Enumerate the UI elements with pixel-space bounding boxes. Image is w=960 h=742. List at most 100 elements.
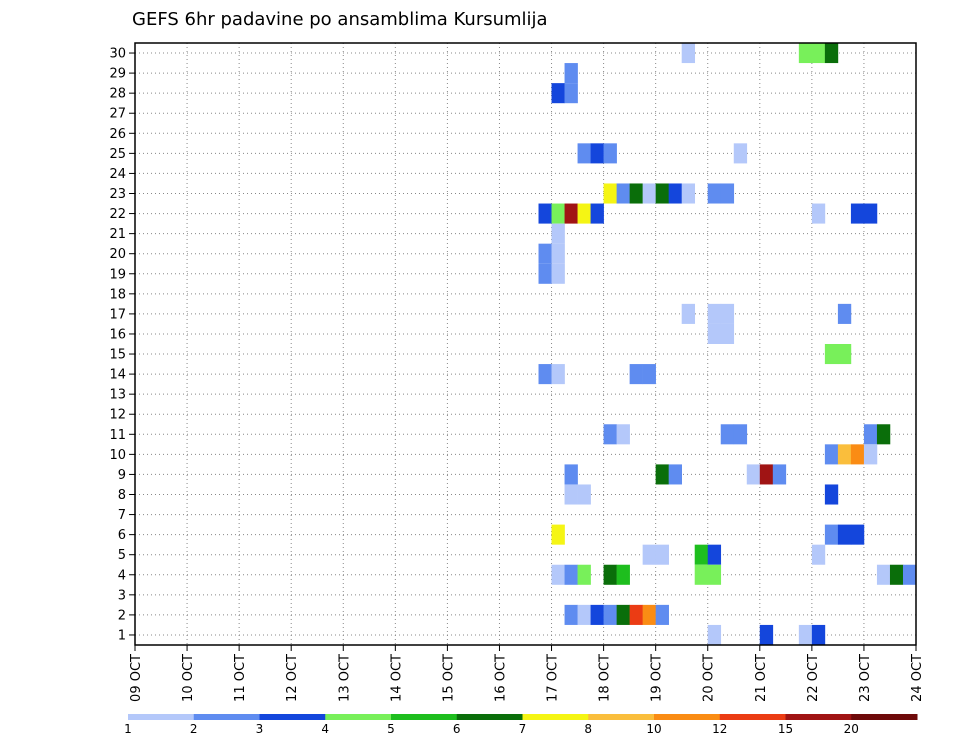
precip-cell bbox=[642, 364, 656, 385]
precip-cell bbox=[590, 143, 604, 164]
precip-cell bbox=[668, 183, 682, 204]
precip-cell bbox=[850, 203, 865, 224]
precip-cell bbox=[629, 183, 643, 204]
legend-label: 1 bbox=[124, 722, 132, 736]
precip-cell bbox=[720, 183, 735, 204]
legend-swatch bbox=[193, 714, 260, 720]
precip-cell bbox=[551, 223, 565, 244]
precip-cell bbox=[603, 183, 617, 204]
y-tick-label: 23 bbox=[109, 187, 126, 202]
plot-frame bbox=[134, 42, 917, 646]
precip-cell bbox=[876, 564, 891, 585]
y-tick-label: 3 bbox=[118, 588, 126, 603]
y-tick-label: 12 bbox=[109, 408, 126, 423]
precip-cell bbox=[902, 564, 917, 585]
y-tick-label: 2 bbox=[118, 608, 126, 623]
y-tick-label: 14 bbox=[109, 368, 126, 383]
y-tick-label: 30 bbox=[109, 47, 126, 62]
precip-cell bbox=[798, 624, 813, 645]
x-tick-label: 14 OCT bbox=[389, 654, 404, 702]
precip-cell bbox=[577, 143, 591, 164]
x-tick-label: 20 OCT bbox=[702, 654, 717, 702]
x-tick-label: 09 OCT bbox=[129, 654, 144, 702]
x-tick-label: 19 OCT bbox=[650, 654, 665, 702]
grid-lines bbox=[134, 43, 917, 645]
legend-swatch bbox=[259, 714, 326, 720]
y-tick-label: 29 bbox=[109, 67, 126, 82]
precip-cell bbox=[707, 303, 722, 324]
precip-cell bbox=[863, 424, 878, 445]
y-tick-label: 19 bbox=[109, 267, 126, 282]
x-tick-label: 17 OCT bbox=[546, 654, 561, 702]
x-tick-label: 24 OCT bbox=[910, 654, 925, 702]
precip-cell bbox=[603, 424, 617, 445]
y-tick-label: 7 bbox=[118, 508, 126, 523]
precip-cell bbox=[824, 344, 839, 365]
precip-cell bbox=[603, 604, 617, 625]
x-tick-label: 16 OCT bbox=[493, 654, 508, 702]
x-tick-label: 23 OCT bbox=[858, 654, 873, 702]
precip-cell bbox=[759, 624, 774, 645]
precip-cell bbox=[863, 203, 878, 224]
legend-swatch bbox=[325, 714, 392, 720]
legend-swatch bbox=[522, 714, 589, 720]
precip-cell bbox=[616, 564, 630, 585]
precip-cell bbox=[577, 484, 591, 505]
y-tick-label: 5 bbox=[118, 548, 126, 563]
legend-swatch bbox=[785, 714, 852, 720]
precip-cell bbox=[551, 564, 565, 585]
precip-cell bbox=[655, 604, 669, 625]
precip-cell bbox=[759, 464, 774, 485]
y-tick-label: 26 bbox=[109, 127, 126, 142]
legend-swatch bbox=[654, 714, 721, 720]
precip-cell bbox=[564, 464, 578, 485]
precip-cell bbox=[564, 604, 578, 625]
y-tick-label: 10 bbox=[109, 448, 126, 463]
x-tick-label: 12 OCT bbox=[285, 654, 300, 702]
precip-cell bbox=[772, 464, 787, 485]
precip-cell bbox=[707, 323, 722, 344]
precip-cell bbox=[629, 364, 643, 385]
precip-cell bbox=[720, 303, 735, 324]
precip-cell bbox=[746, 464, 761, 485]
y-tick-label: 17 bbox=[109, 307, 126, 322]
x-tick-label: 10 OCT bbox=[181, 654, 196, 702]
precip-cell bbox=[694, 544, 709, 565]
legend-label: 8 bbox=[584, 722, 592, 736]
legend-swatch bbox=[391, 714, 458, 720]
precip-cell bbox=[577, 203, 591, 224]
precip-cell bbox=[811, 544, 826, 565]
precip-cell bbox=[720, 424, 735, 445]
precip-cell bbox=[551, 203, 565, 224]
precip-cell bbox=[642, 183, 656, 204]
y-tick-label: 1 bbox=[118, 628, 126, 643]
precip-cell bbox=[733, 424, 748, 445]
y-tick-label: 28 bbox=[109, 87, 126, 102]
precip-cell bbox=[538, 364, 552, 385]
precip-cell bbox=[850, 444, 865, 465]
precip-cell bbox=[538, 263, 552, 284]
y-tick-label: 9 bbox=[118, 468, 126, 483]
precip-cell bbox=[668, 464, 682, 485]
precip-cell bbox=[564, 484, 578, 505]
x-tick-label: 22 OCT bbox=[806, 654, 821, 702]
y-tick-label: 21 bbox=[109, 227, 126, 242]
precip-cell bbox=[642, 604, 656, 625]
precip-cell bbox=[720, 323, 735, 344]
precip-cell bbox=[733, 143, 748, 164]
precip-cell bbox=[551, 263, 565, 284]
precip-cell bbox=[837, 303, 852, 324]
precip-cell bbox=[564, 83, 578, 104]
precip-cell bbox=[824, 444, 839, 465]
precip-cell bbox=[707, 564, 722, 585]
precip-cell bbox=[707, 544, 722, 565]
precip-cell bbox=[616, 183, 630, 204]
legend-swatch bbox=[851, 714, 918, 720]
precip-cell bbox=[681, 183, 696, 204]
precip-cell bbox=[642, 544, 656, 565]
precip-cell bbox=[798, 43, 813, 64]
precip-cell bbox=[824, 43, 839, 64]
precip-cell bbox=[837, 444, 852, 465]
legend-label: 20 bbox=[844, 722, 859, 736]
